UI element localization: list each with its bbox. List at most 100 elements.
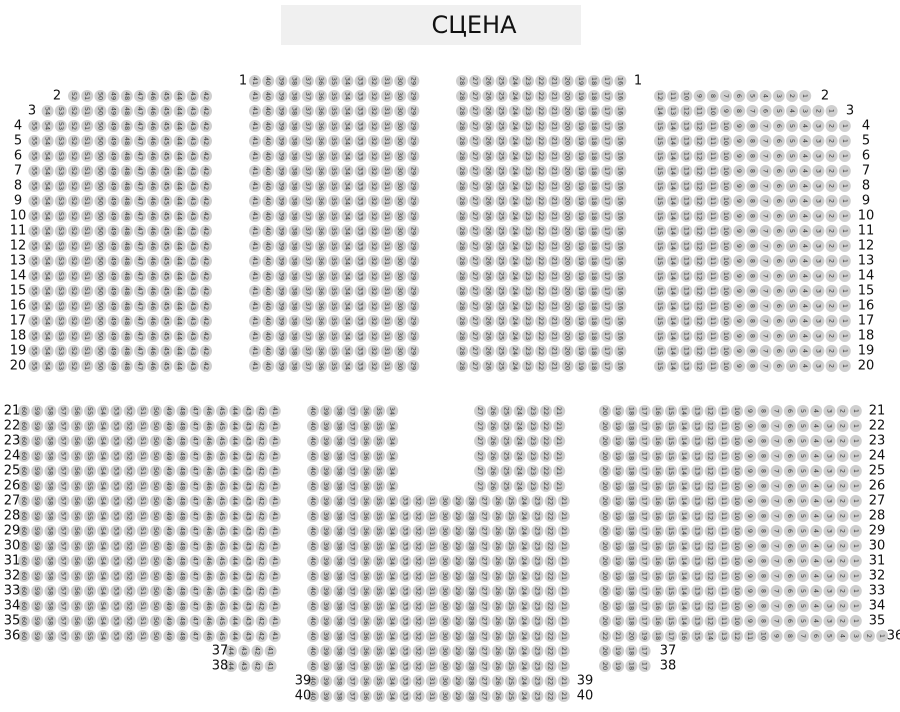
seat-number[interactable]: 23	[533, 512, 541, 520]
seat[interactable]: 20	[561, 90, 574, 102]
seat[interactable]: 38	[333, 450, 346, 462]
seat[interactable]: 53	[54, 120, 67, 132]
seat-number[interactable]: 34	[388, 407, 396, 415]
seat[interactable]: 47	[134, 315, 146, 327]
seat[interactable]: 33	[354, 225, 367, 237]
seat-number[interactable]: 26	[484, 212, 492, 220]
seat[interactable]: 13	[680, 210, 693, 222]
seat[interactable]: 34	[341, 75, 354, 87]
seat-number[interactable]: 53	[57, 257, 65, 265]
seat[interactable]: 2	[825, 330, 838, 342]
seat-number[interactable]: 36	[317, 212, 325, 220]
seat-number[interactable]: 20	[564, 197, 572, 205]
seat[interactable]: 14	[667, 150, 680, 162]
seat-number[interactable]: 45	[218, 407, 226, 415]
seat[interactable]: 2	[786, 90, 798, 102]
seat[interactable]: 48	[120, 180, 133, 192]
seat[interactable]: 54	[97, 630, 110, 642]
seat-number[interactable]: 19	[577, 212, 585, 220]
seat-number[interactable]: 40	[264, 107, 272, 115]
seat[interactable]: 38	[288, 210, 301, 222]
seat-number[interactable]: 48	[178, 602, 186, 610]
seat[interactable]: 36	[315, 195, 327, 207]
seat-number[interactable]: 40	[309, 542, 317, 550]
seat[interactable]: 45	[160, 330, 173, 342]
seat-number[interactable]: 60	[20, 527, 28, 535]
seat-number[interactable]: 13	[682, 167, 690, 175]
seat-number[interactable]: 52	[70, 152, 78, 160]
seat-number[interactable]: 43	[244, 407, 252, 415]
seat-number[interactable]: 45	[162, 197, 170, 205]
seat-number[interactable]: 28	[467, 512, 475, 520]
seat-circle[interactable]	[200, 285, 212, 297]
seat-number[interactable]: 39	[277, 182, 285, 190]
seat[interactable]: 20	[561, 300, 574, 312]
seat[interactable]: 22	[540, 420, 552, 432]
seat-number[interactable]: 20	[564, 122, 572, 130]
seat[interactable]: 52	[68, 300, 80, 312]
seat-number[interactable]: 15	[656, 242, 664, 250]
seat[interactable]: 29	[407, 150, 420, 162]
seat-number[interactable]: 11	[709, 272, 717, 280]
seat[interactable]: 24	[518, 495, 531, 507]
seat[interactable]: 3	[812, 150, 825, 162]
seat[interactable]: 33	[399, 570, 412, 582]
seat[interactable]: 24	[518, 525, 531, 537]
seat[interactable]: 55	[28, 210, 41, 222]
seat-number[interactable]: 32	[415, 512, 423, 520]
seat-number[interactable]: 40	[264, 302, 272, 310]
seat[interactable]: 38	[288, 330, 301, 342]
seat-number[interactable]: 40	[264, 137, 272, 145]
seat-number[interactable]: 7	[762, 229, 770, 233]
seat-number[interactable]: 47	[192, 482, 200, 490]
seat-number[interactable]: 54	[44, 122, 52, 130]
seat-number[interactable]: 13	[682, 152, 690, 160]
seat-number[interactable]: 25	[502, 467, 510, 475]
seat-circle[interactable]	[68, 120, 80, 132]
seat[interactable]: 9	[733, 195, 746, 207]
seat[interactable]: 17	[601, 240, 614, 252]
seat-number[interactable]: 54	[99, 602, 107, 610]
seat-number[interactable]: 37	[304, 347, 312, 355]
seat[interactable]: 23	[522, 165, 534, 177]
seat[interactable]: 4	[799, 285, 812, 297]
seat-number[interactable]: 43	[244, 602, 252, 610]
seat[interactable]: 41	[268, 450, 281, 462]
seat[interactable]: 38	[333, 480, 346, 492]
seat-number[interactable]: 52	[126, 437, 134, 445]
seat[interactable]: 45	[216, 615, 228, 627]
seat[interactable]: 27	[469, 180, 482, 192]
seat[interactable]: 45	[160, 165, 173, 177]
seat[interactable]: 51	[81, 240, 94, 252]
seat[interactable]: 5	[786, 165, 798, 177]
seat-number[interactable]: 22	[537, 302, 545, 310]
seat-number[interactable]: 37	[304, 137, 312, 145]
seat[interactable]: 25	[500, 450, 513, 462]
seat[interactable]: 39	[275, 105, 288, 117]
seat-number[interactable]: 22	[537, 272, 545, 280]
seat-number[interactable]: 31	[428, 527, 436, 535]
seat-number[interactable]: 8	[748, 139, 756, 143]
seat[interactable]: 16	[614, 180, 627, 192]
seat-circle[interactable]	[134, 270, 146, 282]
seat-number[interactable]: 41	[251, 212, 259, 220]
seat[interactable]: 32	[367, 285, 380, 297]
seat[interactable]: 13	[680, 345, 693, 357]
seat-number[interactable]: 18	[590, 272, 598, 280]
seat[interactable]: 49	[107, 165, 120, 177]
seat-number[interactable]: 27	[476, 467, 484, 475]
seat-number[interactable]: 6	[775, 199, 783, 203]
seat-circle[interactable]	[94, 195, 107, 207]
seat-number[interactable]: 32	[415, 572, 423, 580]
seat-number[interactable]: 24	[511, 137, 519, 145]
seat-number[interactable]: 36	[317, 287, 325, 295]
seat-circle[interactable]	[173, 165, 186, 177]
seat-circle[interactable]	[200, 195, 212, 207]
seat-circle[interactable]	[315, 90, 327, 102]
seat-number[interactable]: 23	[524, 122, 532, 130]
seat[interactable]: 37	[346, 510, 359, 522]
seat[interactable]: 18	[588, 345, 600, 357]
seat-circle[interactable]	[68, 195, 80, 207]
seat[interactable]: 23	[522, 285, 534, 297]
seat[interactable]: 52	[68, 225, 80, 237]
